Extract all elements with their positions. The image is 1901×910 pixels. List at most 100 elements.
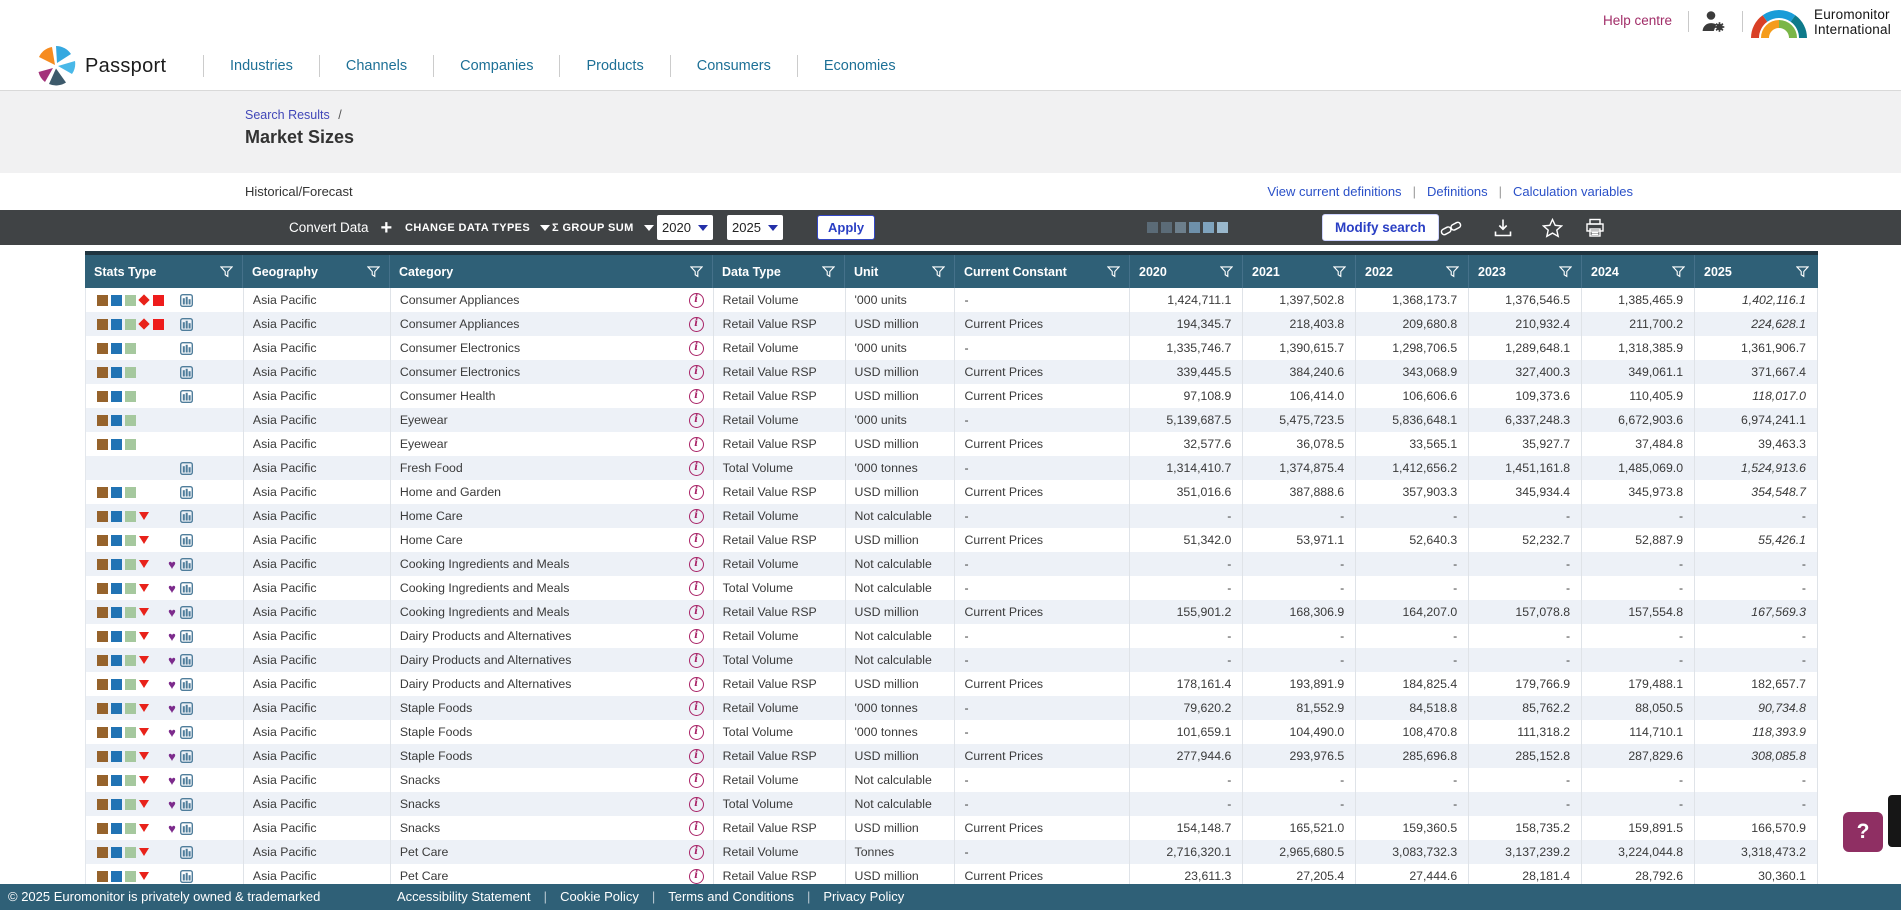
table-row[interactable]: Asia Pacific Eyewear i Retail Value RSP USD …	[86, 432, 1818, 456]
table-row[interactable]: ♥ Asia Pacific Dairy Products and Alternat…	[86, 624, 1818, 648]
table-row[interactable]: ♥ Asia Pacific Snacks i Total Volume Not calc…	[86, 792, 1818, 816]
info-icon[interactable]: i	[688, 676, 704, 692]
table-row[interactable]: ♥ Asia Pacific Staple Foods i Retail Value R…	[86, 744, 1818, 768]
nav-item-consumers[interactable]: Consumers	[696, 58, 771, 74]
info-icon[interactable]: i	[688, 412, 704, 428]
passport-brand[interactable]: Passport	[36, 46, 166, 86]
info-icon[interactable]: i	[688, 460, 704, 476]
table-row[interactable]: ♥ Asia Pacific Snacks i Retail Volume Not cal…	[86, 768, 1818, 792]
info-icon[interactable]: i	[688, 388, 704, 404]
column-header-2025[interactable]: 2025	[1695, 255, 1818, 288]
filter-funnel-icon[interactable]	[367, 265, 380, 278]
year-from-select[interactable]: 2020	[657, 215, 713, 240]
column-header-2021[interactable]: 2021	[1243, 255, 1356, 288]
filter-funnel-icon[interactable]	[1796, 265, 1809, 278]
help-button[interactable]: ?	[1843, 812, 1883, 852]
link-definitions[interactable]: Definitions	[1426, 184, 1488, 199]
print-icon[interactable]	[1584, 217, 1606, 239]
table-row[interactable]: Asia Pacific Consumer Health i Retail Value…	[86, 384, 1818, 408]
pagination-dot-1[interactable]	[1147, 222, 1158, 233]
column-header-category[interactable]: Category	[390, 255, 713, 288]
table-row[interactable]: ♥ Asia Pacific Cooking Ingredients and Mea…	[86, 552, 1818, 576]
table-row[interactable]: ♥ Asia Pacific Cooking Ingredients and Mea…	[86, 576, 1818, 600]
footer-link-cookie-policy[interactable]: Cookie Policy	[560, 889, 639, 904]
year-to-select[interactable]: 2025	[727, 215, 783, 240]
info-icon[interactable]: i	[688, 580, 704, 596]
column-header-unit[interactable]: Unit	[845, 255, 955, 288]
filter-funnel-icon[interactable]	[1220, 265, 1233, 278]
table-row[interactable]: ♥ Asia Pacific Dairy Products and Alternat…	[86, 648, 1818, 672]
table-row[interactable]: Asia Pacific Home Care i Retail Volume Not c…	[86, 504, 1818, 528]
table-row[interactable]: ♥ Asia Pacific Cooking Ingredients and Mea…	[86, 600, 1818, 624]
info-icon[interactable]: i	[688, 796, 704, 812]
pagination-dot-4[interactable]	[1189, 222, 1200, 233]
footer-link-terms-and-conditions[interactable]: Terms and Conditions	[668, 889, 794, 904]
apply-button[interactable]: Apply	[817, 215, 876, 240]
breadcrumb-link[interactable]: Search Results	[245, 108, 330, 122]
column-header-2020[interactable]: 2020	[1130, 255, 1243, 288]
column-header-geography[interactable]: Geography	[243, 255, 390, 288]
column-header-2023[interactable]: 2023	[1469, 255, 1582, 288]
info-icon[interactable]: i	[688, 652, 704, 668]
table-row[interactable]: ♥ Asia Pacific Staple Foods i Retail Volume '…	[86, 696, 1818, 720]
feedback-side-tab[interactable]	[1888, 795, 1901, 847]
table-row[interactable]: Asia Pacific Home Care i Retail Value RSP US…	[86, 528, 1818, 552]
table-row[interactable]: Asia Pacific Home and Garden i Retail Value…	[86, 480, 1818, 504]
table-row[interactable]: Asia Pacific Pet Care i Retail Value RSP USD…	[86, 864, 1818, 884]
table-row[interactable]: Asia Pacific Consumer Electronics i Retail …	[86, 336, 1818, 360]
info-icon[interactable]: i	[688, 772, 704, 788]
table-row[interactable]: Asia Pacific Consumer Appliances i Retail V…	[86, 312, 1818, 336]
info-icon[interactable]: i	[688, 868, 704, 884]
download-icon[interactable]	[1492, 217, 1514, 239]
filter-funnel-icon[interactable]	[1446, 265, 1459, 278]
table-row[interactable]: Asia Pacific Fresh Food i Total Volume '000 …	[86, 456, 1818, 480]
filter-funnel-icon[interactable]	[220, 265, 233, 278]
table-row[interactable]: ♥ Asia Pacific Dairy Products and Alternat…	[86, 672, 1818, 696]
nav-item-economies[interactable]: Economies	[823, 58, 896, 74]
filter-funnel-icon[interactable]	[822, 265, 835, 278]
pagination-dot-2[interactable]	[1161, 222, 1172, 233]
link-view-current-definitions[interactable]: View current definitions	[1267, 184, 1402, 199]
footer-link-privacy-policy[interactable]: Privacy Policy	[823, 889, 905, 904]
nav-item-companies[interactable]: Companies	[460, 58, 534, 74]
group-sum-menu[interactable]: Σ GROUP SUM	[552, 210, 654, 245]
info-icon[interactable]: i	[688, 508, 704, 524]
pagination-dot-6[interactable]	[1217, 222, 1228, 233]
table-row[interactable]: Asia Pacific Consumer Electronics i Retail …	[86, 360, 1818, 384]
filter-funnel-icon[interactable]	[690, 265, 703, 278]
footer-link-accessibility-statement[interactable]: Accessibility Statement	[397, 889, 531, 904]
pagination-dot-5[interactable]	[1203, 222, 1214, 233]
info-icon[interactable]: i	[688, 604, 704, 620]
modify-search-button[interactable]: Modify search	[1322, 214, 1439, 241]
share-link-icon[interactable]	[1440, 217, 1462, 239]
info-icon[interactable]: i	[688, 316, 704, 332]
info-icon[interactable]: i	[688, 724, 704, 740]
table-row[interactable]: ♥ Asia Pacific Snacks i Retail Value RSP USD …	[86, 816, 1818, 840]
filter-funnel-icon[interactable]	[1672, 265, 1685, 278]
favorite-star-icon[interactable]	[1541, 217, 1563, 239]
info-icon[interactable]: i	[688, 556, 704, 572]
info-icon[interactable]: i	[688, 364, 704, 380]
table-row[interactable]: Asia Pacific Pet Care i Retail Volume Tonnes…	[86, 840, 1818, 864]
table-row[interactable]: ♥ Asia Pacific Staple Foods i Total Volume '0…	[86, 720, 1818, 744]
table-row[interactable]: Asia Pacific Consumer Appliances i Retail V…	[86, 288, 1818, 312]
nav-item-channels[interactable]: Channels	[345, 58, 408, 74]
pagination-dot-3[interactable]	[1175, 222, 1186, 233]
column-header-2024[interactable]: 2024	[1582, 255, 1695, 288]
info-icon[interactable]: i	[688, 700, 704, 716]
info-icon[interactable]: i	[688, 292, 704, 308]
info-icon[interactable]: i	[688, 532, 704, 548]
filter-funnel-icon[interactable]	[1559, 265, 1572, 278]
info-icon[interactable]: i	[688, 436, 704, 452]
user-settings-icon[interactable]	[1700, 9, 1727, 39]
info-icon[interactable]: i	[688, 628, 704, 644]
column-header-stats-type[interactable]: Stats Type	[85, 255, 243, 288]
column-header-data-type[interactable]: Data Type	[713, 255, 845, 288]
info-icon[interactable]: i	[688, 484, 704, 500]
column-header-2022[interactable]: 2022	[1356, 255, 1469, 288]
column-header-current-constant[interactable]: Current Constant	[955, 255, 1130, 288]
change-data-types-menu[interactable]: CHANGE DATA TYPES	[405, 210, 551, 245]
convert-data-button[interactable]: Convert Data +	[289, 210, 392, 245]
nav-item-products[interactable]: Products	[586, 58, 644, 74]
info-icon[interactable]: i	[688, 340, 704, 356]
